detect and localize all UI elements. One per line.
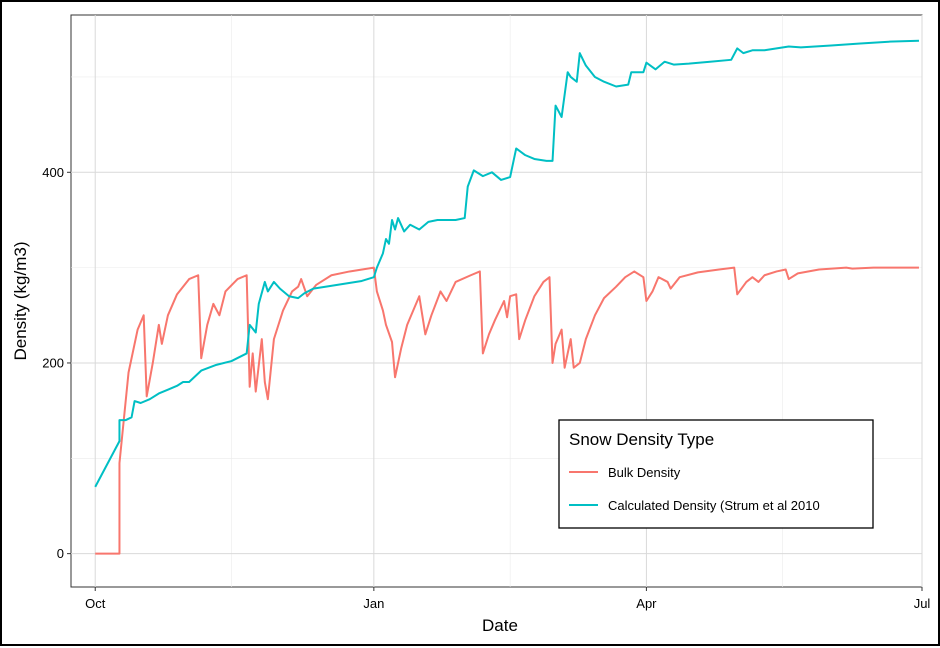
y-axis-ticks: 0 200 400 <box>42 165 71 561</box>
legend-title: Snow Density Type <box>569 430 714 449</box>
y-axis-title: Density (kg/m3) <box>11 241 30 360</box>
minor-gridlines <box>71 15 922 587</box>
y-tick-label: 200 <box>42 355 64 370</box>
legend: Snow Density Type Bulk Density Calculate… <box>558 419 874 529</box>
x-tick-label: Oct <box>85 596 106 611</box>
x-tick-label: Apr <box>636 596 657 611</box>
y-tick-label: 400 <box>42 165 64 180</box>
series-line-calculated-density <box>94 39 920 488</box>
x-axis-title: Date <box>482 616 518 635</box>
y-tick-label: 0 <box>57 546 64 561</box>
x-tick-label: Jan <box>363 596 384 611</box>
legend-label-calculated-density: Calculated Density (Strum et al 2010 <box>608 498 820 513</box>
legend-label-bulk-density: Bulk Density <box>608 465 681 480</box>
series-line-bulk-density <box>95 266 919 555</box>
legend-box <box>558 419 874 529</box>
x-tick-label: Jul <box>914 596 931 611</box>
series-layer <box>94 39 920 555</box>
x-axis-ticks: Oct Jan Apr Jul <box>85 587 930 611</box>
